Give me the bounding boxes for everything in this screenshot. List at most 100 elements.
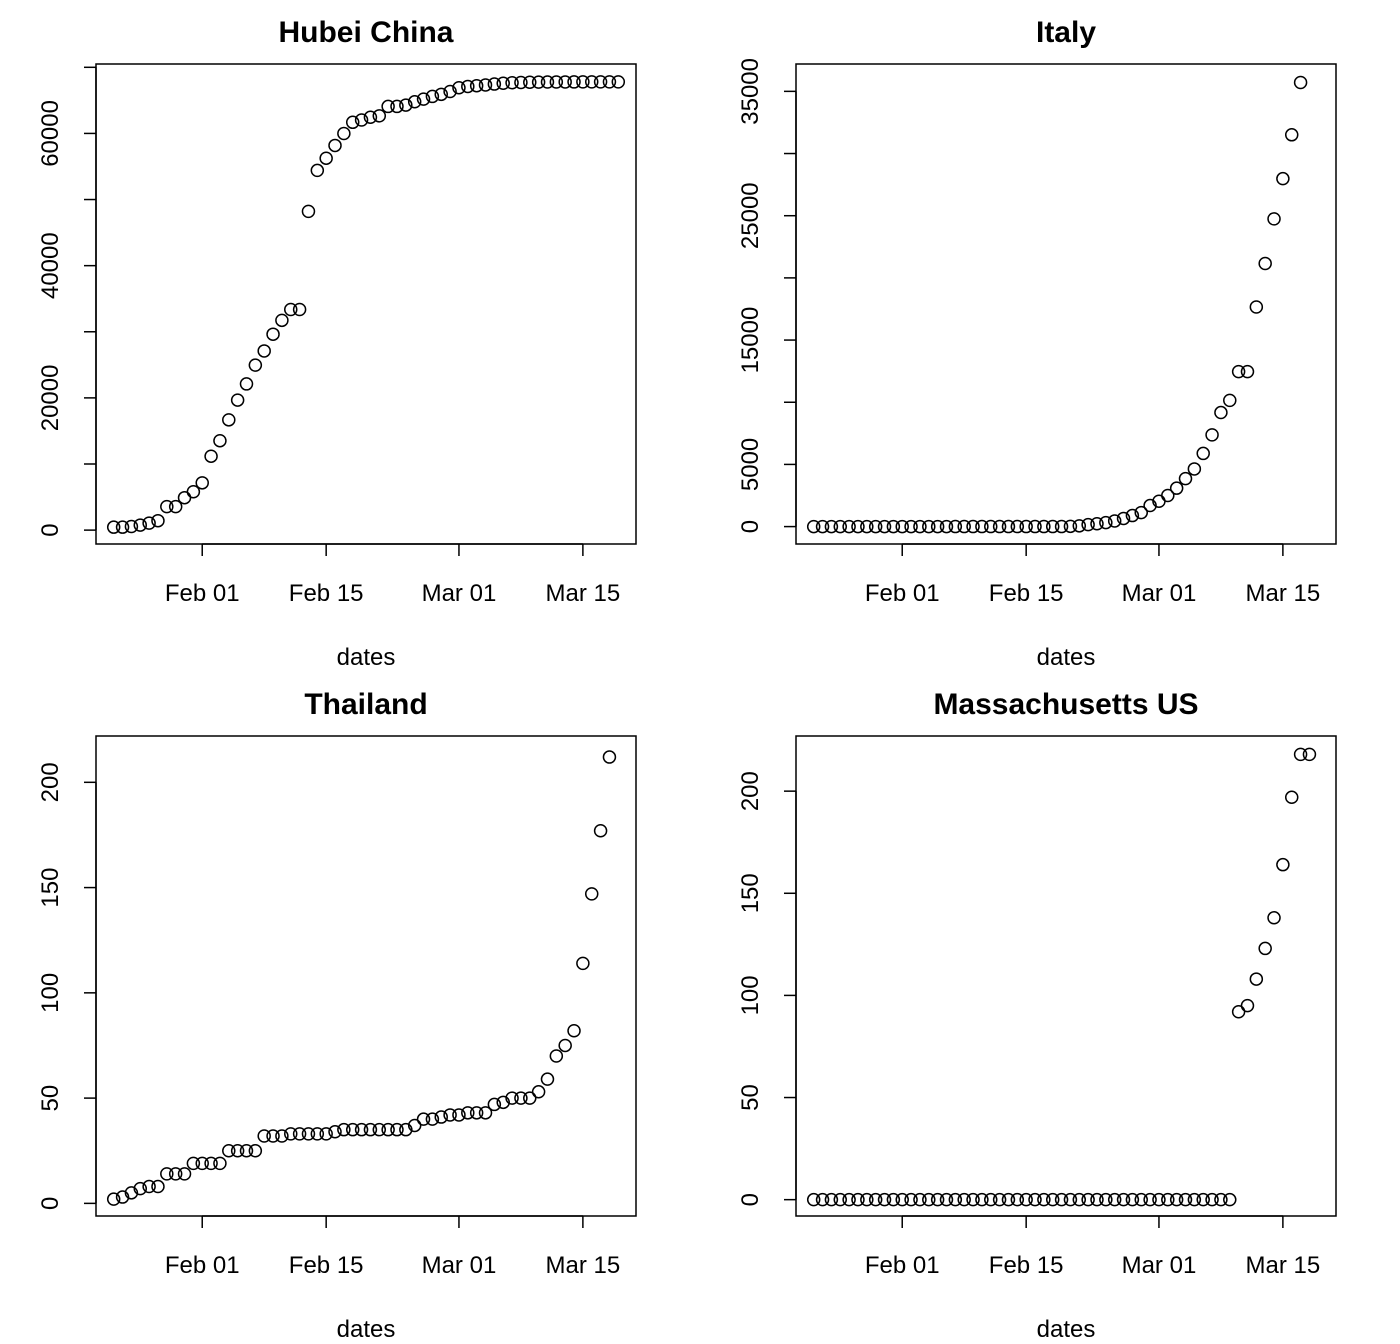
data-point (842, 519, 856, 534)
x-axis-label: dates (1037, 644, 1096, 671)
data-point (593, 75, 608, 89)
data-point (177, 490, 192, 505)
data-point (407, 95, 422, 109)
data-point (151, 1179, 165, 1194)
data-point (177, 1167, 192, 1181)
data-point (877, 519, 892, 534)
data-point (939, 1192, 954, 1207)
data-point (319, 1127, 333, 1141)
data-point (806, 519, 821, 534)
data-point (248, 1143, 263, 1158)
data-point (1223, 393, 1237, 408)
data-point (443, 84, 457, 99)
data-point (1107, 514, 1122, 528)
y-tick-label: 150 (37, 868, 64, 908)
data-point (584, 75, 599, 89)
chart-title: Hubei China (278, 16, 453, 49)
data-point (1240, 364, 1255, 379)
data-point (478, 78, 493, 92)
data-point (975, 1192, 989, 1207)
data-point (363, 110, 378, 125)
data-point (1037, 519, 1051, 534)
data-point (1125, 508, 1140, 523)
data-point (930, 1192, 945, 1207)
data-point (204, 1156, 218, 1171)
chart-panel-2: Thailand Feb 01 Feb 15 Mar 01 Mar 15 dates 0 50… (37, 688, 637, 1343)
y-tick-label: 0 (737, 520, 764, 533)
data-point (895, 1192, 909, 1207)
data-point (1223, 1192, 1237, 1207)
data-point (230, 1143, 245, 1158)
data-point (523, 1091, 537, 1105)
data-point (186, 1156, 201, 1171)
data-point (1152, 1192, 1166, 1207)
x-tick-label: Mar 15 (546, 580, 621, 607)
data-point (1116, 511, 1131, 526)
data-point (257, 1129, 271, 1143)
chart-title: Italy (1036, 16, 1096, 49)
data-point (478, 1106, 493, 1120)
data-point (558, 1038, 572, 1053)
data-point (1214, 405, 1228, 420)
data-point (930, 519, 945, 534)
x-tick-label: Mar 01 (422, 1252, 497, 1279)
data-point (913, 519, 927, 534)
data-point (275, 1129, 289, 1143)
data-point (584, 887, 599, 901)
data-point (549, 75, 564, 89)
data-point (168, 1167, 183, 1181)
data-point (390, 99, 404, 114)
x-axis-label: dates (337, 644, 396, 671)
data-point (443, 1108, 457, 1122)
y-tick-label: 50 (37, 1085, 64, 1112)
data-point (284, 1127, 298, 1141)
data-point (540, 75, 555, 89)
y-tick-label: 60000 (37, 100, 64, 167)
data-point (1169, 1192, 1184, 1207)
data-point (593, 823, 608, 838)
data-point (469, 78, 484, 93)
data-point (1045, 519, 1060, 534)
data-point (611, 75, 626, 89)
data-point (806, 1192, 821, 1207)
y-tick-label: 0 (37, 523, 64, 536)
data-point (833, 519, 848, 534)
data-point (540, 1072, 555, 1086)
y-tick-label: 150 (737, 873, 764, 913)
data-point (1161, 488, 1175, 503)
data-point (115, 1190, 130, 1204)
data-point (1134, 1192, 1148, 1207)
data-point (1063, 519, 1078, 534)
data-point (328, 1125, 342, 1139)
data-point (1143, 498, 1157, 513)
data-point (452, 1108, 466, 1122)
data-point (1258, 256, 1272, 271)
data-point (1010, 1192, 1025, 1207)
data-point (1258, 941, 1272, 956)
data-point (425, 89, 440, 104)
data-point (399, 98, 413, 112)
data-point (567, 75, 581, 89)
data-point (248, 358, 263, 372)
data-point (1231, 364, 1246, 379)
data-point (1178, 471, 1193, 486)
data-point (354, 1122, 369, 1137)
data-point (1099, 515, 1113, 530)
data-point (337, 1122, 351, 1137)
x-tick-label: Mar 01 (1122, 1252, 1197, 1279)
data-point (975, 519, 989, 534)
data-point (815, 519, 830, 534)
data-point (416, 1112, 431, 1126)
data-point (239, 1143, 254, 1158)
data-point (851, 519, 865, 534)
x-tick-label: Feb 01 (865, 1252, 940, 1279)
data-point (514, 75, 528, 90)
x-tick-label: Feb 01 (165, 580, 240, 607)
data-point (222, 413, 236, 427)
y-tick-label: 200 (737, 771, 764, 811)
data-point (115, 520, 130, 534)
data-point (434, 87, 448, 102)
data-point (354, 113, 369, 127)
data-point (1125, 1192, 1140, 1207)
data-point (558, 75, 572, 89)
